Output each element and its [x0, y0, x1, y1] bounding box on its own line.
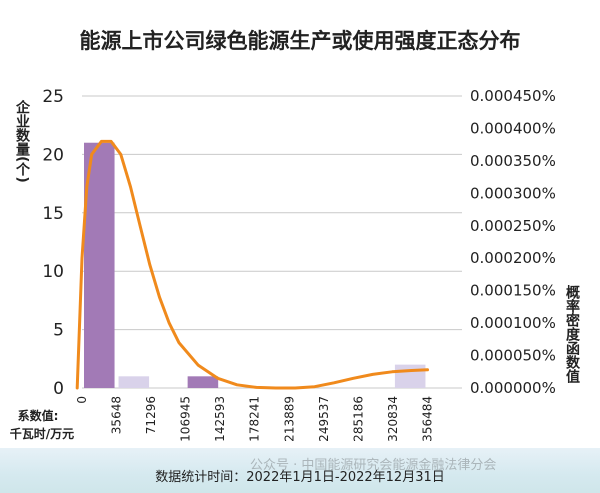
- y-axis-left-ticks: 0 5 10 15 20 25: [42, 87, 64, 399]
- bar: [84, 142, 115, 388]
- x-tick-label: 249537: [317, 396, 331, 442]
- y-right-tick-label: 0.000450%: [470, 87, 556, 105]
- x-axis-label-line1: 系数值:: [18, 408, 59, 423]
- x-tick-label: 106945: [179, 396, 193, 442]
- y-right-tick-label: 0.000200%: [470, 249, 556, 267]
- y-left-tick-label: 25: [42, 87, 64, 107]
- x-tick-label: 35648: [110, 396, 124, 434]
- bars: [84, 142, 426, 388]
- x-tick-label: 213889: [282, 396, 296, 442]
- x-tick-label: 142593: [213, 396, 227, 442]
- x-tick-label: 0: [75, 396, 89, 404]
- y-left-tick-label: 0: [53, 379, 64, 399]
- y-axis-left-label: 企业数量(个): [14, 99, 31, 182]
- x-tick-label: 285186: [351, 396, 365, 442]
- x-tick-label: 356484: [420, 396, 434, 442]
- footnote: 数据统计时间：2022年1月1日-2022年12月31日: [155, 470, 445, 485]
- y-left-tick-label: 20: [42, 145, 64, 165]
- footer-band: [0, 448, 600, 493]
- bar: [187, 376, 219, 388]
- density-curve: [75, 139, 429, 390]
- x-tick-label: 320834: [386, 396, 400, 442]
- y-left-tick-label: 5: [53, 321, 64, 341]
- y-left-tick-label: 10: [42, 262, 64, 282]
- watermark: 公众号 · 中国能源研究会能源金融法律分会: [250, 458, 497, 473]
- y-right-tick-label: 0.000100%: [470, 314, 556, 332]
- y-right-tick-label: 0.000350%: [470, 152, 556, 170]
- x-tick-label: 178241: [248, 396, 262, 442]
- x-tick-label: 71296: [144, 396, 158, 434]
- y-right-tick-label: 0.000050%: [470, 347, 556, 365]
- x-axis-label-line2: 千瓦时/万元: [10, 426, 74, 441]
- chart-title: 能源上市公司绿色能源生产或使用强度正态分布: [80, 29, 521, 53]
- gridlines: [82, 95, 462, 389]
- bar: [118, 376, 150, 388]
- x-axis-ticks: 0 35648 71296 106945 142593 178241 213889 24953…: [75, 396, 434, 442]
- bar: [394, 364, 426, 388]
- y-right-tick-label: 0.000300%: [470, 184, 556, 202]
- y-left-tick-label: 15: [42, 204, 64, 224]
- y-axis-right-ticks: 0.000000% 0.000050% 0.000100% 0.000150% 0.00…: [470, 87, 556, 397]
- y-right-tick-label: 0.000400%: [470, 119, 556, 137]
- y-right-tick-label: 0.000000%: [470, 379, 556, 397]
- y-axis-right-label: 概率密度函数值: [564, 284, 581, 383]
- y-right-tick-label: 0.000150%: [470, 282, 556, 300]
- y-right-tick-label: 0.000250%: [470, 217, 556, 235]
